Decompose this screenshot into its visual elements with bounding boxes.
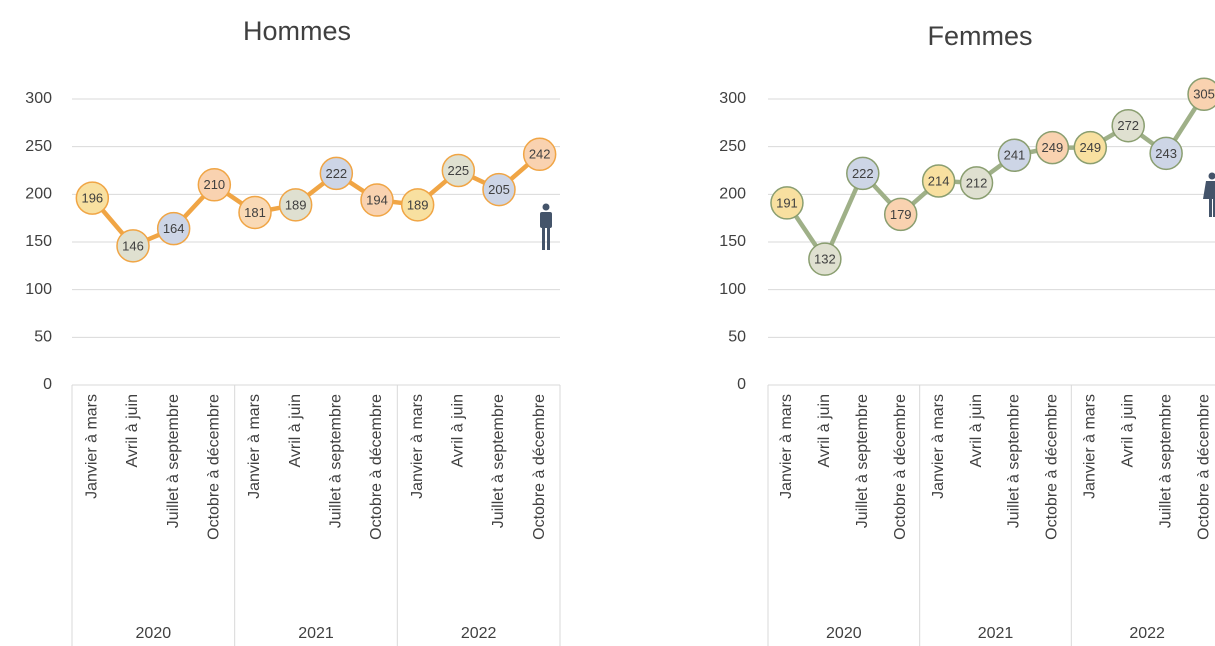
data-label: 305 bbox=[1193, 87, 1215, 102]
data-label: 205 bbox=[488, 182, 510, 197]
person-icon bbox=[540, 203, 552, 250]
x-tick-label: Octobre à décembre bbox=[1044, 394, 1061, 540]
year-label: 2021 bbox=[298, 625, 334, 642]
marker bbox=[238, 195, 272, 230]
marker bbox=[360, 183, 394, 217]
marker bbox=[197, 168, 232, 202]
marker bbox=[808, 242, 842, 276]
y-tick-label: 0 bbox=[43, 376, 52, 393]
marker bbox=[770, 186, 804, 220]
marker bbox=[1035, 130, 1070, 165]
x-tick-label: Juillet à septembre bbox=[1006, 394, 1023, 528]
x-tick-label: Juillet à septembre bbox=[328, 394, 345, 528]
x-tick-label: Juillet à septembre bbox=[1157, 394, 1174, 528]
x-tick-label: Janvier à mars bbox=[84, 394, 101, 499]
marker bbox=[997, 138, 1032, 172]
y-tick-label: 150 bbox=[719, 233, 746, 250]
marker bbox=[883, 197, 918, 232]
data-label: 225 bbox=[447, 163, 469, 178]
person-icon bbox=[1203, 172, 1215, 217]
marker bbox=[1111, 108, 1145, 143]
x-tick-label: Octobre à décembre bbox=[1195, 394, 1212, 540]
year-label: 2022 bbox=[461, 625, 497, 642]
x-tick-label: Octobre à décembre bbox=[531, 394, 548, 540]
y-tick-label: 0 bbox=[737, 376, 746, 393]
data-label: 132 bbox=[814, 252, 836, 267]
y-tick-label: 300 bbox=[25, 90, 52, 107]
data-label: 194 bbox=[366, 192, 388, 207]
marker bbox=[482, 172, 516, 207]
data-label: 243 bbox=[1155, 146, 1177, 161]
x-tick-label: Juillet à septembre bbox=[490, 394, 507, 528]
marker bbox=[116, 229, 150, 263]
y-tick-label: 300 bbox=[719, 90, 746, 107]
marker bbox=[1187, 77, 1215, 111]
data-label: 164 bbox=[163, 221, 185, 236]
marker bbox=[846, 156, 880, 191]
data-label: 210 bbox=[203, 177, 225, 192]
marker bbox=[156, 211, 191, 246]
y-tick-label: 100 bbox=[25, 281, 52, 298]
x-tick-label: Octobre à décembre bbox=[206, 394, 223, 540]
y-tick-label: 100 bbox=[719, 281, 746, 298]
data-label: 241 bbox=[1004, 148, 1026, 163]
data-label: 249 bbox=[1042, 140, 1064, 155]
marker bbox=[522, 137, 557, 172]
chart: Hommes 0 50 100 150 200 250 300 2020 2021 2022 Janv… bbox=[25, 16, 561, 646]
marker bbox=[959, 166, 994, 200]
y-tick-label: 50 bbox=[34, 329, 52, 346]
marker bbox=[1073, 130, 1108, 165]
chart-title: Hommes bbox=[243, 16, 351, 46]
data-label: 189 bbox=[285, 197, 307, 212]
x-tick-label: Avril à juin bbox=[287, 394, 304, 468]
x-tick-label: Janvier à mars bbox=[930, 394, 947, 499]
year-label: 2021 bbox=[978, 625, 1014, 642]
x-tick-label: Octobre à décembre bbox=[368, 394, 385, 540]
x-tick-label: Avril à juin bbox=[968, 394, 985, 468]
y-tick-label: 200 bbox=[719, 186, 746, 203]
data-label: 189 bbox=[407, 197, 429, 212]
year-label: 2020 bbox=[136, 625, 172, 642]
x-tick-label: Avril à juin bbox=[124, 394, 141, 468]
y-tick-label: 250 bbox=[719, 138, 746, 155]
data-label: 179 bbox=[890, 207, 912, 222]
data-label: 214 bbox=[928, 173, 950, 188]
marker bbox=[319, 156, 354, 191]
marker bbox=[400, 188, 435, 222]
chart: Femmes 0 50 100 150 200 250 300 2020 2021 2022 Janv… bbox=[719, 21, 1215, 646]
year-label: 2020 bbox=[826, 625, 862, 642]
x-tick-label: Juillet à septembre bbox=[165, 394, 182, 528]
chart-title: Femmes bbox=[927, 21, 1032, 51]
marker bbox=[1149, 136, 1183, 171]
x-tick-label: Juillet à septembre bbox=[854, 394, 871, 528]
data-label: 181 bbox=[244, 205, 266, 220]
x-tick-label: Janvier à mars bbox=[778, 394, 795, 499]
marker bbox=[921, 164, 956, 198]
data-label: 242 bbox=[529, 147, 551, 162]
x-tick-label: Octobre à décembre bbox=[892, 394, 909, 540]
x-tick-label: Janvier à mars bbox=[246, 394, 263, 499]
y-tick-label: 150 bbox=[25, 233, 52, 250]
data-label: 222 bbox=[325, 166, 347, 181]
data-label: 212 bbox=[966, 175, 988, 190]
marker bbox=[441, 153, 476, 188]
x-tick-label: Avril à juin bbox=[450, 394, 467, 468]
x-tick-label: Avril à juin bbox=[1119, 394, 1136, 468]
x-tick-label: Janvier à mars bbox=[1082, 394, 1099, 499]
x-tick-label: Janvier à mars bbox=[409, 394, 426, 499]
x-tick-label: Avril à juin bbox=[816, 394, 833, 468]
data-label: 272 bbox=[1117, 118, 1139, 133]
data-label: 146 bbox=[122, 238, 144, 253]
data-label: 249 bbox=[1079, 140, 1101, 155]
year-label: 2022 bbox=[1129, 625, 1165, 642]
y-tick-label: 250 bbox=[25, 138, 52, 155]
y-tick-label: 200 bbox=[25, 186, 52, 203]
data-label: 222 bbox=[852, 166, 874, 181]
data-label: 196 bbox=[81, 191, 103, 206]
data-label: 191 bbox=[776, 195, 798, 210]
marker bbox=[75, 181, 110, 215]
marker bbox=[278, 188, 313, 222]
y-tick-label: 50 bbox=[728, 329, 746, 346]
